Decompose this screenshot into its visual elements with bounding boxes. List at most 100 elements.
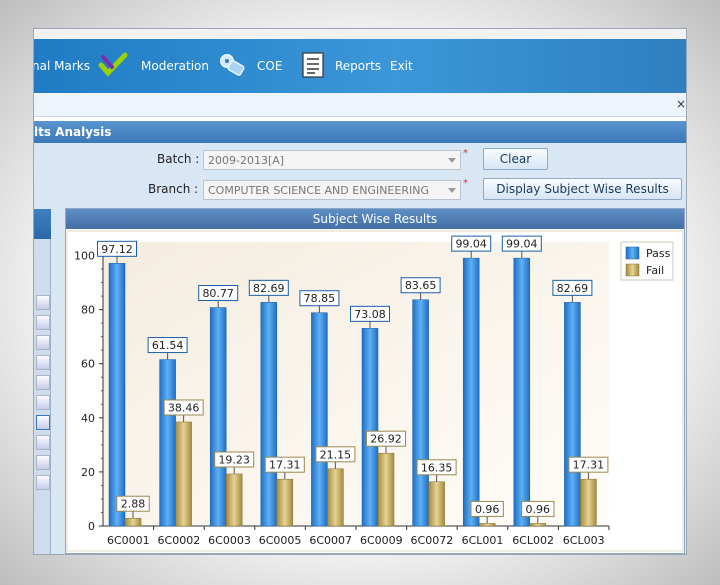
batch-required-marker: * bbox=[463, 148, 468, 159]
fail-data-label: 2.88 bbox=[121, 498, 146, 511]
left-panel-button[interactable] bbox=[36, 335, 50, 350]
toolbar-coe[interactable]: COE bbox=[257, 59, 283, 73]
left-panel-button[interactable] bbox=[36, 375, 50, 390]
pass-data-label: 80.77 bbox=[202, 287, 234, 300]
pass-data-label: 99.04 bbox=[506, 238, 538, 251]
chart-panel-title: Subject Wise Results bbox=[66, 209, 684, 229]
batch-select-value: 2009-2013[A] bbox=[208, 154, 285, 167]
pass-data-label-box bbox=[501, 235, 542, 252]
left-panel-button[interactable] bbox=[36, 315, 50, 330]
fail-data-label: 17.31 bbox=[573, 459, 605, 472]
toolbar-exit[interactable]: Exit bbox=[390, 59, 413, 73]
y-tick-label: 80 bbox=[81, 304, 95, 317]
fail-bar bbox=[580, 478, 597, 527]
x-tick-label: 6C0005 bbox=[259, 534, 302, 547]
left-panel-button[interactable] bbox=[36, 455, 50, 470]
display-results-button[interactable]: Display Subject Wise Results bbox=[483, 178, 682, 200]
fail-bar bbox=[276, 478, 294, 527]
close-icon[interactable]: × bbox=[675, 97, 686, 111]
main-content: Batch : 2009-2013[A] * Clear Branch : CO… bbox=[34, 143, 686, 554]
chart-panel: Subject Wise Results 0 20 40 60 80 100 97.12 2.… bbox=[65, 208, 685, 554]
pass-bar bbox=[260, 302, 278, 527]
pass-data-label: 61.54 bbox=[152, 339, 184, 352]
pass-data-label: 97.12 bbox=[101, 243, 133, 256]
pass-data-label-box bbox=[147, 337, 188, 354]
fail-data-label: 16.35 bbox=[421, 461, 453, 474]
fail-bar bbox=[225, 473, 243, 527]
left-panel-button[interactable] bbox=[36, 355, 50, 370]
toolbar-final-marks[interactable]: nal Marks bbox=[33, 59, 90, 73]
fail-bar bbox=[478, 523, 496, 527]
pass-bar bbox=[209, 307, 227, 527]
fail-data-label-box bbox=[116, 495, 150, 512]
subject-wise-results-chart: 0 20 40 60 80 100 97.12 2.88 6C0001 61.54 38.46 6C0… bbox=[66, 230, 684, 552]
batch-select[interactable]: 2009-2013[A] bbox=[203, 150, 461, 170]
branch-select[interactable]: COMPUTER SCIENCE AND ENGINEERING bbox=[203, 180, 461, 200]
y-tick-label: 100 bbox=[74, 250, 95, 263]
coe-gear-icon[interactable] bbox=[217, 51, 247, 79]
fail-data-label-box bbox=[264, 456, 305, 473]
fail-data-label: 38.46 bbox=[168, 401, 200, 414]
y-tick-label: 40 bbox=[81, 412, 95, 425]
pass-bar bbox=[159, 359, 176, 527]
x-tick-label: 6C0009 bbox=[360, 534, 403, 547]
pass-data-label: 78.85 bbox=[304, 292, 336, 305]
left-panel-button[interactable] bbox=[36, 435, 50, 450]
pass-data-label-box bbox=[299, 290, 340, 307]
left-panel-button-selected[interactable] bbox=[36, 415, 50, 430]
y-tick-label: 20 bbox=[81, 466, 95, 479]
left-panel-button[interactable] bbox=[36, 395, 50, 410]
pass-data-label-box bbox=[97, 240, 137, 257]
fail-data-label-box bbox=[416, 459, 457, 476]
legend-pass-label: Pass bbox=[646, 247, 671, 260]
pass-data-label-box bbox=[451, 235, 492, 252]
fail-data-label-box bbox=[214, 451, 255, 468]
x-tick-label: 6C0072 bbox=[411, 534, 454, 547]
reports-list-icon[interactable] bbox=[299, 51, 329, 79]
fail-data-label-box bbox=[470, 500, 504, 517]
legend-pass-swatch bbox=[625, 246, 640, 260]
branch-label: Branch : bbox=[148, 182, 199, 196]
fail-data-label: 0.96 bbox=[526, 503, 551, 516]
main-toolbar: nal Marks Moderation COE Reports Exit bbox=[33, 39, 686, 93]
pass-data-label: 82.69 bbox=[557, 282, 589, 295]
batch-label: Batch : bbox=[157, 152, 200, 166]
pass-data-label: 99.04 bbox=[455, 238, 487, 251]
fail-data-label-box bbox=[521, 500, 555, 517]
toolbar-moderation[interactable]: Moderation bbox=[141, 59, 209, 73]
pass-data-label: 73.08 bbox=[354, 308, 386, 321]
fail-data-label-box bbox=[163, 399, 204, 416]
left-panel-header bbox=[34, 209, 51, 239]
fail-data-label-box bbox=[568, 456, 609, 473]
left-panel-button[interactable] bbox=[36, 475, 50, 490]
pass-bar bbox=[412, 299, 429, 527]
fail-data-label-box bbox=[366, 430, 406, 447]
pass-data-label-box bbox=[198, 285, 239, 302]
left-panel-button[interactable] bbox=[36, 295, 50, 310]
pass-data-label: 83.65 bbox=[405, 279, 437, 292]
fail-data-label: 17.31 bbox=[269, 459, 301, 472]
pass-bar bbox=[361, 328, 379, 527]
x-tick-label: 6C0002 bbox=[158, 534, 201, 547]
toolbar-reports[interactable]: Reports bbox=[335, 59, 382, 73]
fail-data-label: 21.15 bbox=[320, 448, 352, 461]
y-tick-label: 60 bbox=[81, 358, 95, 371]
pass-data-label-box bbox=[552, 279, 593, 296]
x-tick-label: 6CL002 bbox=[512, 534, 554, 547]
fail-bar bbox=[529, 523, 547, 527]
chevron-down-icon bbox=[448, 188, 456, 193]
pass-data-label-box bbox=[248, 279, 289, 296]
fail-data-label: 0.96 bbox=[475, 503, 500, 516]
fail-data-label: 26.92 bbox=[370, 433, 402, 446]
fail-data-label-box bbox=[315, 446, 356, 463]
fail-bar bbox=[327, 468, 344, 527]
legend-fail-swatch bbox=[625, 263, 640, 277]
pass-data-label-box bbox=[350, 305, 390, 322]
moderation-check-icon[interactable] bbox=[98, 51, 128, 79]
pass-data-label-box bbox=[400, 277, 441, 294]
fail-bar bbox=[428, 481, 445, 527]
clear-button[interactable]: Clear bbox=[483, 148, 548, 170]
fail-bar bbox=[377, 452, 395, 527]
page-title: lts Analysis bbox=[34, 121, 686, 143]
